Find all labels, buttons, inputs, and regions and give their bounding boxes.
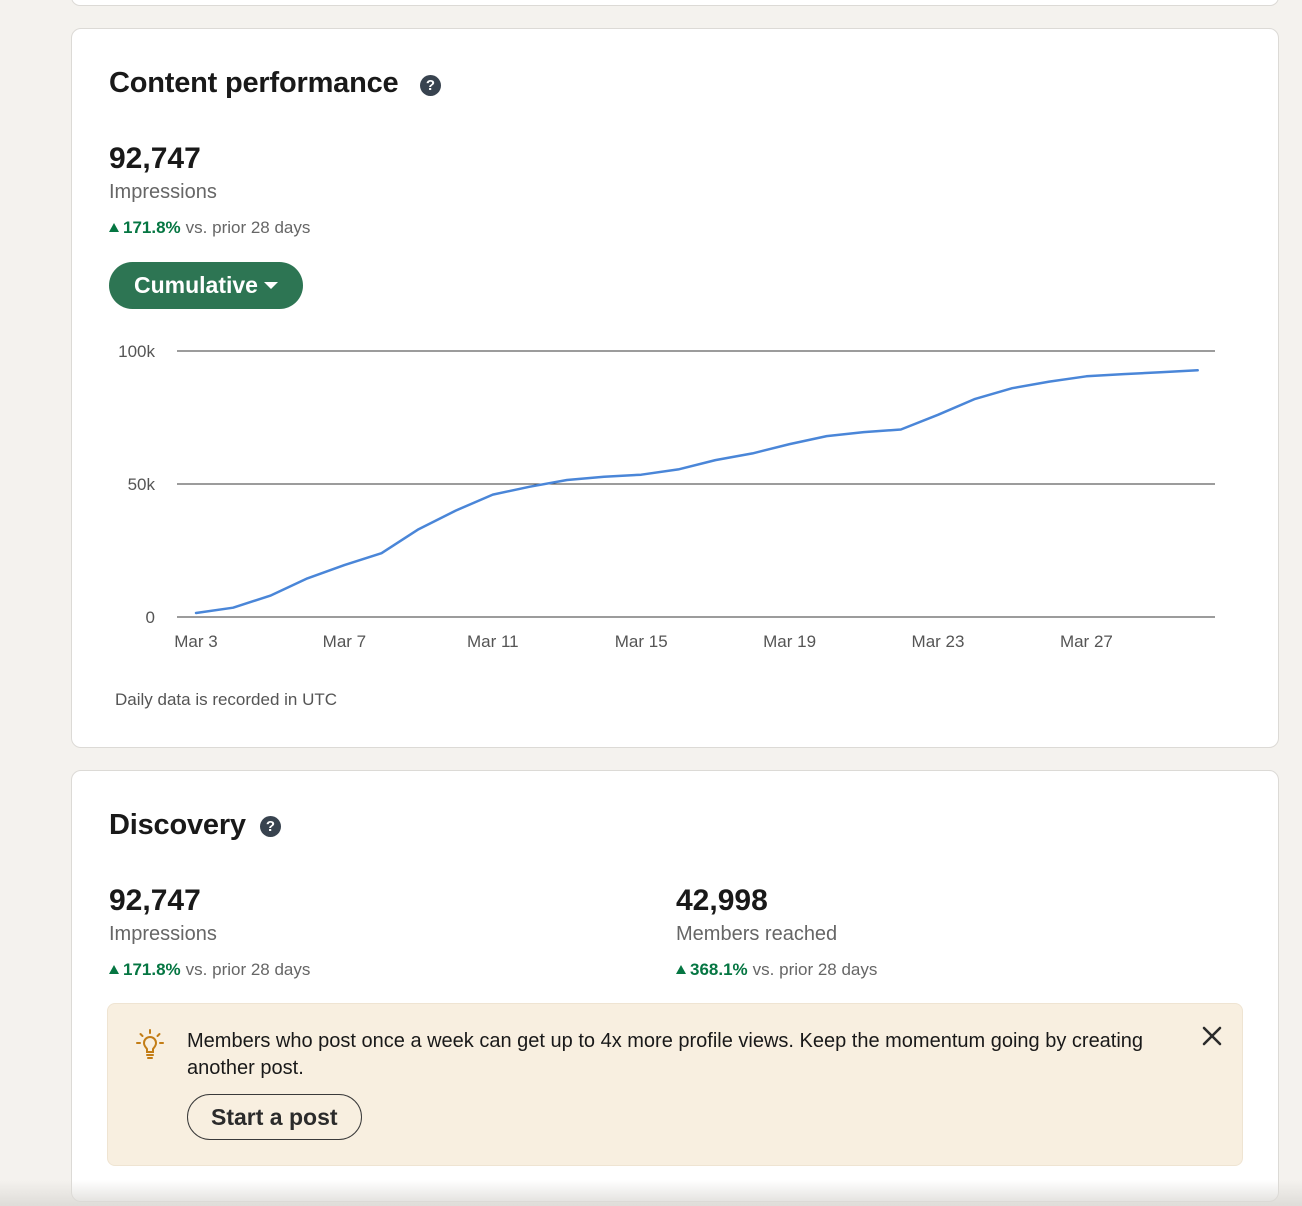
question-mark-icon[interactable]: ? xyxy=(260,816,281,837)
x-tick-label: Mar 23 xyxy=(912,632,965,651)
x-tick-label: Mar 15 xyxy=(615,632,668,651)
discovery-card: Discovery ? 92,747 Impressions 171.8% vs.… xyxy=(71,770,1279,1202)
content-performance-card: Content performance ? 92,747 Impressions… xyxy=(71,28,1279,748)
arrow-up-icon xyxy=(109,965,119,974)
impressions-value: 92,747 xyxy=(109,142,201,175)
caret-down-icon xyxy=(263,282,278,289)
close-icon[interactable] xyxy=(1198,1022,1226,1050)
impressions-delta: 171.8% vs. prior 28 days xyxy=(109,218,310,238)
lightbulb-icon xyxy=(136,1029,164,1059)
utc-footnote: Daily data is recorded in UTC xyxy=(115,690,338,709)
discovery-impressions-delta: 171.8% vs. prior 28 days xyxy=(109,960,310,980)
delta-percent: 171.8% xyxy=(123,960,181,979)
question-mark-icon[interactable]: ? xyxy=(420,75,441,96)
tip-text: Members who post once a week can get up … xyxy=(187,1030,1144,1079)
x-tick-label: Mar 3 xyxy=(174,632,217,651)
y-tick-label: 0 xyxy=(146,608,155,627)
previous-card xyxy=(71,0,1279,6)
x-tick-label: Mar 7 xyxy=(323,632,366,651)
x-tick-label: Mar 11 xyxy=(467,632,519,651)
members-reached-delta: 368.1% vs. prior 28 days xyxy=(676,960,877,980)
bottom-edge-shadow xyxy=(0,1180,1302,1206)
start-a-post-button[interactable]: Start a post xyxy=(187,1094,362,1140)
discovery-title: Discovery xyxy=(109,809,246,841)
x-tick-label: Mar 27 xyxy=(1060,632,1113,651)
y-tick-label: 100k xyxy=(118,342,155,361)
delta-percent: 368.1% xyxy=(690,960,748,979)
delta-text: vs. prior 28 days xyxy=(185,960,311,979)
discovery-impressions-value: 92,747 xyxy=(109,884,201,917)
content-performance-title: Content performance xyxy=(109,67,399,99)
members-reached-value: 42,998 xyxy=(676,884,768,917)
impressions-line-chart: 0 50k 100k Mar 3 Mar 7 Mar 11 Mar 15 Mar 19 Mar … xyxy=(118,342,1215,651)
cumulative-label: Cumulative xyxy=(134,272,258,298)
members-reached-label: Members reached xyxy=(676,923,838,945)
delta-percent: 171.8% xyxy=(123,218,181,237)
impressions-label: Impressions xyxy=(109,181,217,203)
y-tick-label: 50k xyxy=(128,475,156,494)
arrow-up-icon xyxy=(676,965,686,974)
arrow-up-icon xyxy=(109,223,119,232)
impressions-series-line xyxy=(194,369,1199,615)
discovery-impressions-label: Impressions xyxy=(109,923,217,945)
x-tick-label: Mar 19 xyxy=(763,632,816,651)
delta-text: vs. prior 28 days xyxy=(752,960,878,979)
posting-tip-banner: Members who post once a week can get up … xyxy=(107,1003,1243,1166)
delta-text: vs. prior 28 days xyxy=(185,218,311,237)
cumulative-dropdown-button[interactable]: Cumulative xyxy=(109,262,303,309)
